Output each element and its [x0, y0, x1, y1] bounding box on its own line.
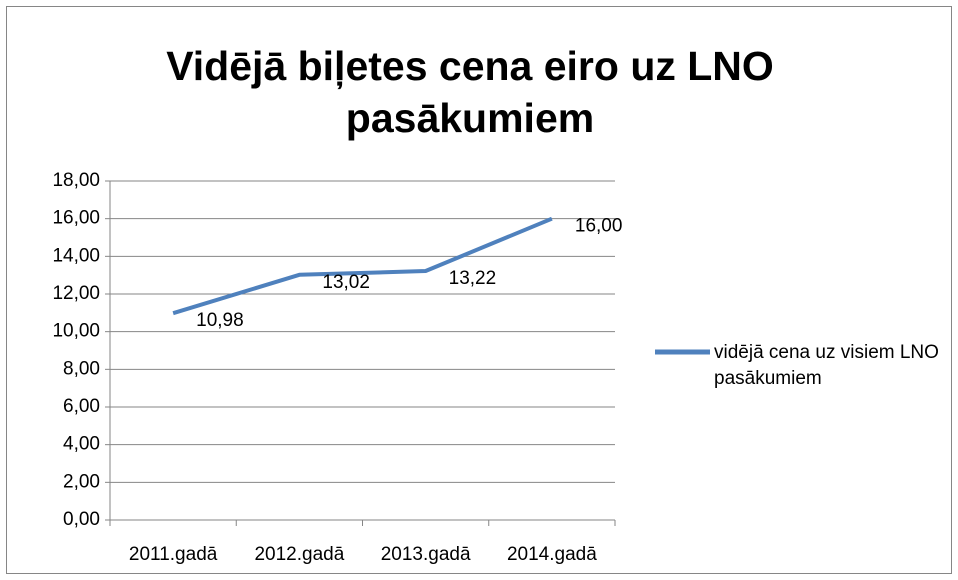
- x-tick-label: 2012.gadā: [254, 544, 344, 565]
- legend-label: vidējā cena uz visiem LNO pasākumiem: [714, 342, 939, 389]
- data-label: 10,98: [196, 310, 244, 331]
- data-label: 13,02: [322, 272, 370, 293]
- data-label: 13,22: [449, 268, 497, 289]
- data-line: [172, 216, 553, 316]
- y-tick-label: 4,00: [63, 434, 100, 455]
- x-tick-label: 2014.gadā: [507, 544, 597, 565]
- y-tick-label: 10,00: [52, 321, 100, 342]
- y-tick-label: 2,00: [63, 471, 100, 492]
- y-tick-label: 0,00: [63, 509, 100, 530]
- x-tick-label: 2013.gadā: [381, 544, 471, 565]
- y-tick-label: 6,00: [63, 396, 100, 417]
- y-tick-label: 8,00: [63, 358, 100, 379]
- y-tick-label: 12,00: [52, 283, 100, 304]
- y-tick-label: 18,00: [52, 170, 100, 191]
- data-label: 16,00: [575, 216, 623, 237]
- x-tick-label: 2011.gadā: [129, 544, 218, 565]
- y-tick-label: 14,00: [52, 245, 100, 266]
- chart-title: Vidējā biļetes cena eiro uz LNO pasākumi…: [166, 43, 774, 141]
- chart-border: [6, 6, 952, 574]
- y-tick-label: 16,00: [52, 208, 100, 229]
